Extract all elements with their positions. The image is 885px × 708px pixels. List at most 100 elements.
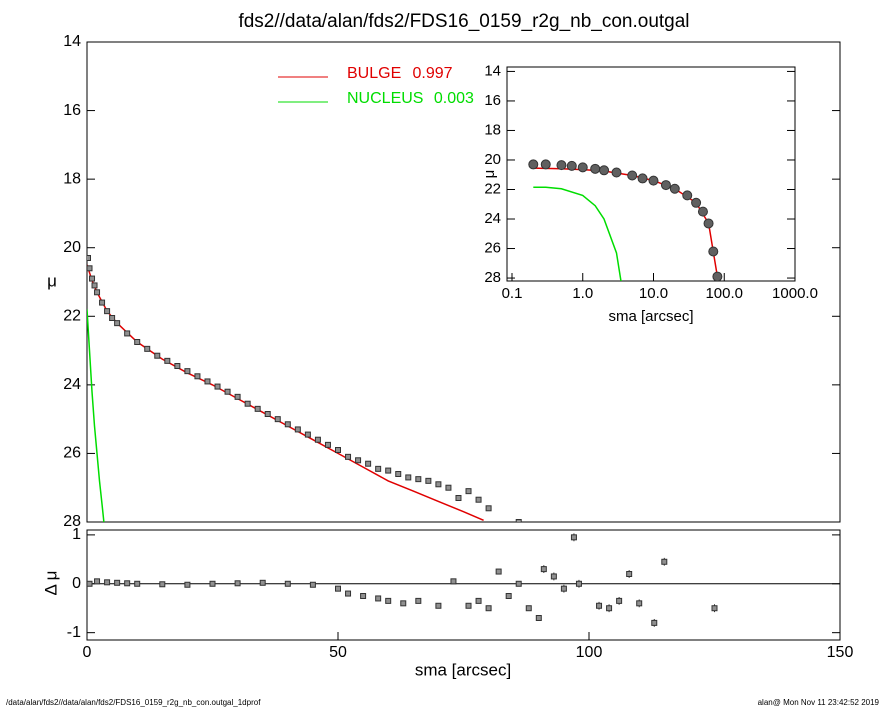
data-point	[648, 175, 659, 186]
data-point	[711, 605, 718, 612]
data-point	[91, 282, 98, 289]
data-point	[164, 357, 171, 364]
data-point	[465, 602, 472, 609]
y-tick-label: 22	[63, 308, 81, 325]
data-point	[124, 580, 131, 587]
data-point	[515, 580, 522, 587]
y-tick-label: 16	[63, 102, 81, 119]
data-point	[712, 271, 723, 281]
data-point	[577, 162, 588, 173]
plot-area	[87, 255, 522, 522]
plot-frame	[86, 41, 841, 523]
data-point	[134, 339, 141, 345]
data-point	[184, 581, 191, 588]
data-point	[335, 447, 341, 453]
data-point	[360, 593, 367, 599]
data-point	[345, 590, 352, 597]
data-point	[365, 460, 372, 467]
y-tick-label: 0	[72, 575, 81, 592]
data-point	[415, 476, 422, 483]
x-tick-label: 100	[576, 644, 603, 661]
data-point	[636, 600, 643, 607]
legend-fraction: 0.997	[413, 65, 453, 82]
model-line	[87, 264, 484, 521]
plot-area	[87, 533, 840, 627]
data-point	[87, 255, 92, 261]
data-point	[611, 167, 622, 178]
data-point	[184, 368, 191, 375]
data-point	[104, 579, 111, 586]
data-point	[104, 308, 111, 315]
data-point	[234, 580, 241, 587]
y-tick-label: 24	[63, 376, 81, 393]
data-point	[525, 605, 532, 612]
legend-fraction: 0.003	[434, 90, 474, 107]
data-point	[703, 218, 714, 229]
data-point	[465, 488, 472, 495]
footer-right: alan@ Mon Nov 11 23:42:52 2019	[758, 698, 880, 707]
data-point	[355, 457, 362, 464]
data-point	[385, 597, 392, 604]
data-point	[495, 568, 502, 575]
data-point	[627, 170, 638, 181]
data-point	[194, 373, 201, 380]
y-tick-label: 26	[63, 445, 81, 462]
data-point	[669, 183, 680, 194]
model-line	[87, 309, 105, 522]
y-tick-label: 1	[72, 526, 81, 543]
data-point	[455, 495, 462, 501]
data-point	[87, 265, 93, 272]
y-tick-label: 14	[63, 33, 81, 50]
data-point	[345, 453, 352, 460]
data-point	[590, 163, 601, 174]
data-point	[425, 477, 432, 484]
data-point	[385, 467, 392, 474]
data-point	[599, 165, 610, 176]
data-point	[661, 558, 668, 565]
footer-left: /data/alan/fds2//data/alan/fds2/FDS16_01…	[6, 698, 261, 707]
legend-label: BULGE	[347, 65, 401, 82]
data-point	[682, 190, 693, 201]
x-tick-label: 0.1	[502, 285, 523, 302]
y-axis-label: μ	[481, 170, 498, 179]
legend-label: NUCLEUS	[347, 90, 423, 107]
data-point	[566, 160, 577, 171]
data-point	[485, 505, 492, 512]
x-tick-label: 0	[83, 644, 92, 661]
data-point	[415, 597, 422, 604]
data-point	[606, 605, 613, 612]
plot-area	[528, 159, 723, 281]
data-point	[375, 465, 382, 472]
data-point	[485, 605, 492, 612]
y-tick-label: 20	[484, 151, 501, 168]
data-point	[528, 159, 539, 170]
data-point	[435, 481, 442, 488]
data-point	[570, 534, 577, 541]
data-point	[294, 426, 301, 433]
x-tick-label: 10.0	[639, 285, 668, 302]
y-tick-label: -1	[67, 624, 81, 641]
data-point	[154, 352, 161, 359]
data-point	[174, 363, 181, 369]
y-tick-label: 28	[63, 513, 81, 530]
data-point	[274, 416, 281, 423]
x-tick-label: 150	[827, 644, 854, 661]
data-point	[114, 320, 121, 327]
data-point	[335, 585, 341, 592]
data-point	[475, 597, 482, 604]
data-point	[435, 602, 442, 609]
data-point	[616, 597, 623, 604]
data-point	[540, 566, 547, 573]
y-tick-label: 22	[484, 180, 501, 197]
data-point	[254, 405, 261, 412]
data-point	[224, 388, 231, 395]
data-point	[651, 619, 658, 626]
y-tick-label: 28	[484, 269, 501, 286]
y-axis-label: μ	[47, 271, 57, 290]
data-point	[114, 579, 121, 586]
data-point	[109, 315, 116, 321]
data-point	[560, 585, 567, 592]
data-point	[124, 330, 131, 337]
data-point	[660, 180, 671, 191]
